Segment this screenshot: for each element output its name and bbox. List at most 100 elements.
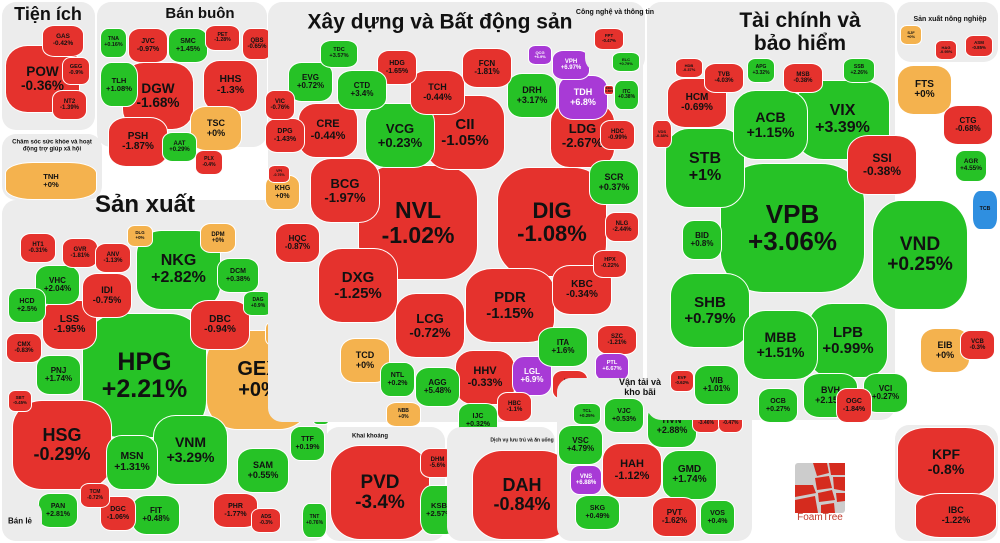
- stock-cell-msb[interactable]: MSB -0.38%: [783, 63, 823, 93]
- stock-cell-agr[interactable]: AGR +4.55%: [955, 150, 987, 182]
- stock-cell-ttf[interactable]: TTF +0.19%: [290, 426, 325, 461]
- stock-cell-jvc[interactable]: JVC -0.97%: [128, 28, 168, 63]
- stock-cell-nlg[interactable]: NLG -2.44%: [605, 212, 639, 242]
- stock-cell-msn[interactable]: MSN +1.31%: [106, 435, 158, 490]
- stock-cell-drh[interactable]: DRH +3.17%: [507, 73, 557, 118]
- stock-cell-dig[interactable]: DIG -1.08%: [497, 167, 607, 277]
- stock-cell-nbb[interactable]: NBB +0%: [386, 402, 421, 427]
- stock-cell-vic[interactable]: VIC -0.76%: [265, 90, 295, 120]
- stock-cell-mbb[interactable]: MBB +1.51%: [743, 310, 818, 380]
- stock-cell-vns[interactable]: VNS +6.88%: [570, 465, 602, 495]
- stock-cell-pan[interactable]: PAN +2.81%: [38, 493, 78, 528]
- stock-cell-nt2[interactable]: NT2 -1.39%: [52, 90, 87, 120]
- stock-cell-ads[interactable]: ADS -0.3%: [251, 508, 281, 533]
- stock-cell-tnt[interactable]: TNT +0.76%: [302, 503, 327, 538]
- stock-cell-idi[interactable]: IDI -0.75%: [82, 273, 132, 318]
- stock-cell-kpf[interactable]: KPF -0.8%: [897, 427, 995, 497]
- stock-cell-tdh[interactable]: TDH +6.8%: [558, 75, 608, 120]
- stock-cell-stb[interactable]: STB +1%: [665, 128, 745, 208]
- stock-cell-dlg[interactable]: DLG +0%: [127, 225, 153, 247]
- stock-cell-vcb[interactable]: VCB -0.3%: [960, 330, 995, 360]
- stock-cell-ibc[interactable]: IBC -1.22%: [915, 493, 997, 538]
- stock-cell-lcg[interactable]: LCG -0.72%: [395, 293, 465, 358]
- stock-cell-tlh[interactable]: TLH +1.08%: [100, 62, 138, 107]
- stock-cell-hhs[interactable]: HHS -1.3%: [203, 60, 258, 112]
- stock-cell-fts[interactable]: FTS +0%: [897, 65, 952, 115]
- stock-cell-tcl[interactable]: TCL +0.25%: [573, 403, 601, 425]
- stock-cell-psh[interactable]: PSH -1.87%: [108, 117, 168, 167]
- stock-cell-vsc[interactable]: VSC +4.79%: [558, 425, 603, 465]
- stock-cell-ogc[interactable]: OGC -1.84%: [836, 388, 872, 423]
- stock-cell-gas[interactable]: GAS -0.42%: [42, 25, 84, 57]
- stock-cell-skg[interactable]: SKG +0.49%: [575, 495, 620, 530]
- stock-cell-kdh[interactable]: KDH -0.86%: [604, 85, 614, 95]
- stock-cell-ntl[interactable]: NTL +0.2%: [380, 362, 415, 397]
- stock-cell-hag[interactable]: HAG -0.95%: [935, 40, 957, 60]
- stock-cell-shb[interactable]: SHB +0.79%: [670, 273, 750, 348]
- stock-cell-agg[interactable]: AGG +5.48%: [415, 367, 460, 407]
- stock-cell-vjc[interactable]: VJC +0.53%: [604, 398, 644, 433]
- stock-cell-itc[interactable]: ITC +0.38%: [614, 80, 639, 110]
- stock-cell-sam[interactable]: SAM +0.55%: [237, 448, 289, 493]
- stock-cell-szc[interactable]: SZC -1.21%: [597, 325, 637, 355]
- stock-cell-asm[interactable]: ASM -0.85%: [965, 35, 993, 57]
- stock-cell-smc[interactable]: SMC +1.45%: [168, 28, 208, 63]
- stock-cell-scr[interactable]: SCR +0.37%: [589, 160, 639, 205]
- stock-cell-ctd[interactable]: CTD +3.4%: [337, 70, 387, 110]
- stock-cell-evf[interactable]: EVF -0.62%: [670, 370, 694, 392]
- stock-cell-vnd[interactable]: VND +0.25%: [872, 200, 968, 310]
- stock-cell-hdb[interactable]: HDB -0.37%: [675, 58, 703, 78]
- stock-cell-sjf[interactable]: SJF +0%: [900, 25, 922, 45]
- stock-cell-anv[interactable]: ANV -1.13%: [95, 243, 131, 273]
- stock-cell-hdc[interactable]: HDC -0.99%: [600, 120, 635, 150]
- stock-cell-pet[interactable]: PET -1.28%: [205, 25, 240, 51]
- stock-cell-qcg[interactable]: QCG +6.9%: [528, 45, 552, 65]
- stock-cell-hqc[interactable]: HQC -0.87%: [275, 223, 320, 263]
- stock-cell-ssb[interactable]: SSB +2.26%: [843, 58, 875, 83]
- stock-cell-tvb[interactable]: TVB -4.03%: [704, 63, 744, 93]
- stock-cell-pvd[interactable]: PVD -3.4%: [330, 445, 430, 540]
- stock-cell-dbc[interactable]: DBC -0.94%: [190, 300, 250, 350]
- stock-cell-qbs[interactable]: QBS -0.65%: [242, 28, 272, 60]
- stock-cell-vds[interactable]: VDS -0.38%: [652, 120, 672, 148]
- stock-cell-aat[interactable]: AAT +0.29%: [162, 132, 197, 162]
- stock-cell-ht1[interactable]: HT1 -0.31%: [20, 233, 56, 263]
- stock-cell-hsg[interactable]: HSG -0.29%: [12, 400, 112, 490]
- stock-cell-fit[interactable]: FIT +0.48%: [132, 495, 180, 535]
- stock-cell-hcd[interactable]: HCD +2.5%: [8, 288, 46, 323]
- stock-cell-sbt[interactable]: SBT -0.45%: [8, 390, 32, 412]
- stock-cell-hah[interactable]: HAH -1.12%: [602, 443, 662, 498]
- stock-cell-ita[interactable]: ITA +1.6%: [538, 327, 588, 367]
- stock-cell-gvr[interactable]: GVR -1.81%: [62, 238, 98, 268]
- stock-cell-gmd[interactable]: GMD +1.74%: [662, 450, 717, 500]
- stock-cell-bid[interactable]: BID +0.8%: [682, 220, 722, 260]
- stock-cell-tdc[interactable]: TDC +3.57%: [320, 40, 358, 68]
- stock-cell-dxg[interactable]: DXG -1.25%: [318, 248, 398, 323]
- stock-cell-dpm[interactable]: DPM +0%: [200, 223, 236, 253]
- stock-cell-vph[interactable]: VPH +6.97%: [552, 50, 590, 80]
- stock-cell-bcg[interactable]: BCG -1.97%: [310, 158, 380, 223]
- stock-cell-ssi[interactable]: SSI -0.38%: [847, 135, 917, 195]
- stock-cell-evg[interactable]: EVG +0.72%: [288, 62, 333, 102]
- stock-cell-plx[interactable]: PLX -0.4%: [195, 150, 223, 175]
- stock-cell-ocb[interactable]: OCB +0.27%: [758, 388, 798, 423]
- stock-cell-cre[interactable]: CRE -0.44%: [298, 103, 358, 158]
- stock-cell-vib[interactable]: VIB +1.01%: [694, 365, 739, 405]
- stock-cell-elc[interactable]: ELC +0.79%: [612, 52, 640, 72]
- stock-cell-acb[interactable]: ACB +1.15%: [733, 90, 808, 160]
- stock-cell-cmx[interactable]: CMX -0.83%: [6, 333, 42, 363]
- stock-cell-vcg[interactable]: VCG +0.23%: [365, 103, 435, 168]
- stock-cell-phr[interactable]: PHR -1.77%: [213, 493, 258, 528]
- stock-cell-tch[interactable]: TCH -0.44%: [410, 70, 465, 115]
- stock-cell-ctg[interactable]: CTG -0.68%: [943, 105, 993, 145]
- stock-cell-tna[interactable]: TNA +0.16%: [100, 28, 127, 58]
- stock-cell-vnm[interactable]: VNM +3.29%: [153, 415, 228, 485]
- stock-cell-pnj[interactable]: PNJ +1.74%: [36, 355, 81, 395]
- stock-cell-hbc[interactable]: HBC -1.1%: [497, 392, 532, 422]
- stock-cell-vpi[interactable]: VPI -0.76%: [268, 165, 290, 183]
- stock-cell-pdr[interactable]: PDR -1.15%: [465, 268, 555, 343]
- stock-cell-dpg[interactable]: DPG -1.43%: [265, 118, 305, 153]
- stock-cell-vos[interactable]: VOS +0.4%: [700, 500, 735, 535]
- stock-cell-tsc[interactable]: TSC +0%: [190, 106, 242, 151]
- stock-cell-hpx[interactable]: HPX -0.22%: [593, 250, 627, 278]
